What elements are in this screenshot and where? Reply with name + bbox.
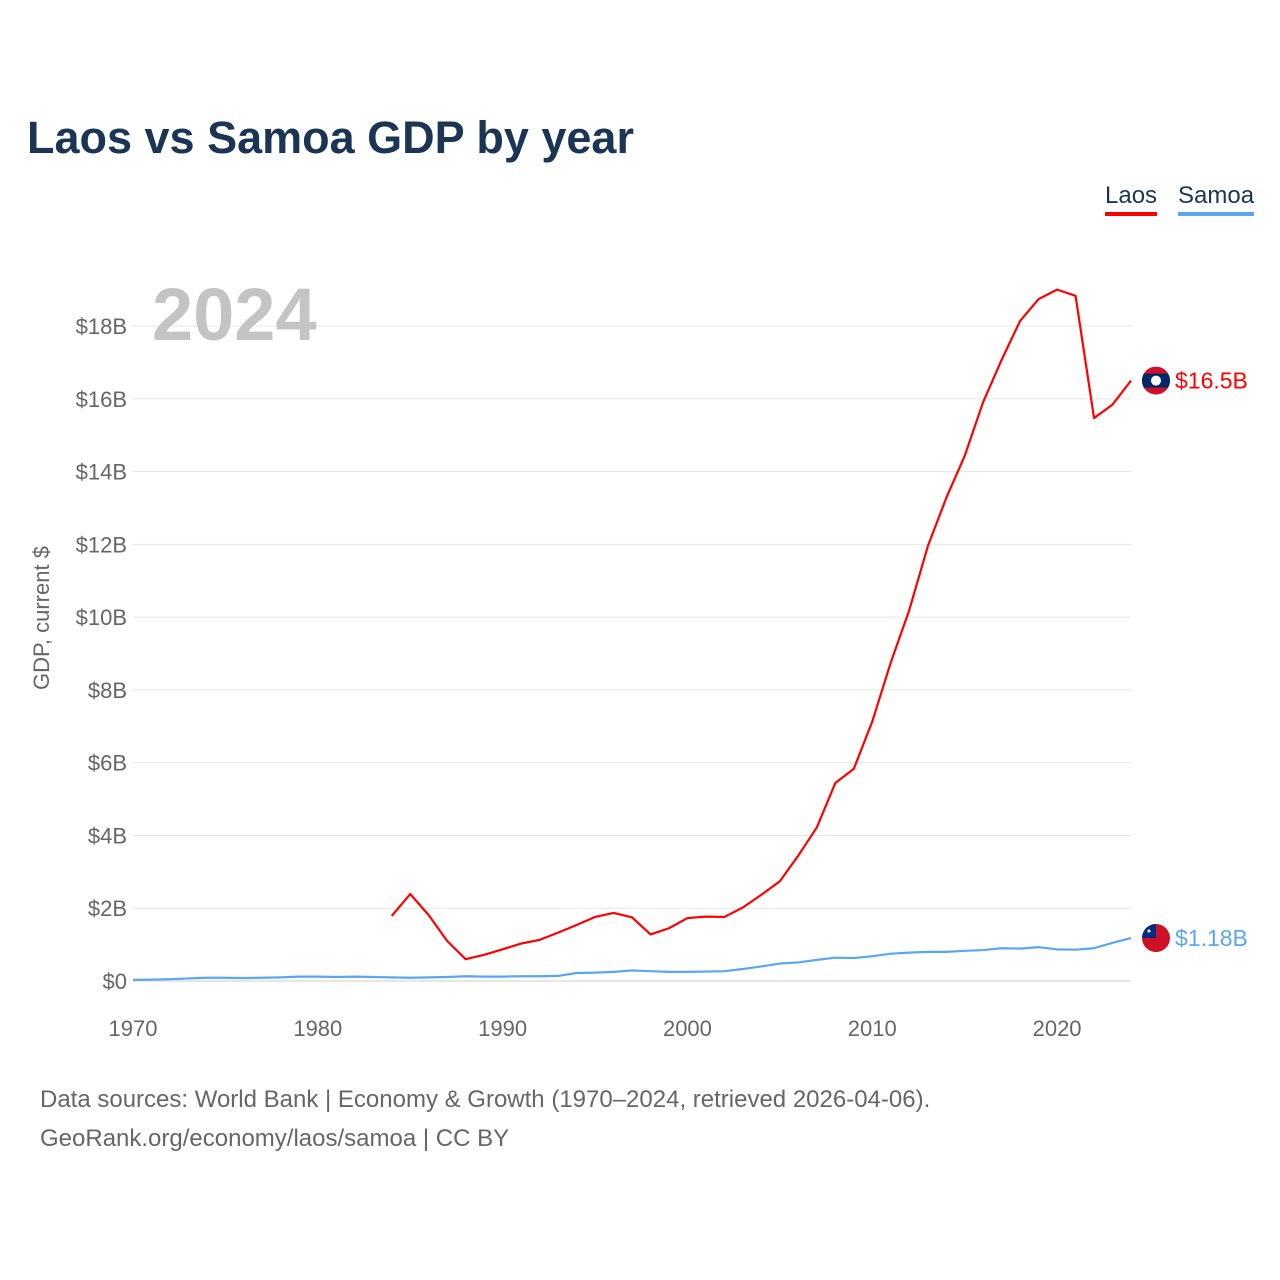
x-tick-label: 1990 [478, 1016, 527, 1041]
legend-laos[interactable]: Laos [1105, 182, 1158, 216]
x-tick-label: 2020 [1033, 1016, 1082, 1041]
samoa-flag-icon [1142, 924, 1170, 953]
y-tick-label: $18B [76, 314, 127, 339]
y-tick-label: $6B [88, 751, 127, 776]
y-tick-label: $10B [76, 605, 127, 630]
y-tick-label: $4B [88, 823, 127, 848]
x-tick-label: 2000 [663, 1016, 712, 1041]
y-tick-label: $2B [88, 896, 127, 921]
year-watermark: 2024 [152, 273, 317, 356]
x-tick-label: 2010 [848, 1016, 897, 1041]
y-tick-label: $12B [76, 532, 127, 557]
y-tick-label: $14B [76, 460, 127, 485]
source-line-1: Data sources: World Bank | Economy & Gro… [40, 1086, 931, 1113]
laos-flag-icon [1142, 366, 1170, 395]
source-line-2: GeoRank.org/economy/laos/samoa | CC BY [40, 1125, 510, 1152]
y-tick-label: $8B [88, 678, 127, 703]
y-tick-label: $16B [76, 387, 127, 412]
end-label-samoa: $1.18B [1175, 925, 1248, 951]
x-tick-label: 1970 [109, 1016, 158, 1041]
end-label-laos: $16.5B [1175, 368, 1248, 394]
series-line-laos [390, 288, 1132, 961]
y-tick-label: $0 [103, 969, 127, 994]
legend-samoa[interactable]: Samoa [1178, 182, 1255, 216]
chart-title: Laos vs Samoa GDP by year [27, 112, 634, 163]
x-tick-label: 1980 [293, 1016, 342, 1041]
series-line-samoa [132, 936, 1132, 982]
